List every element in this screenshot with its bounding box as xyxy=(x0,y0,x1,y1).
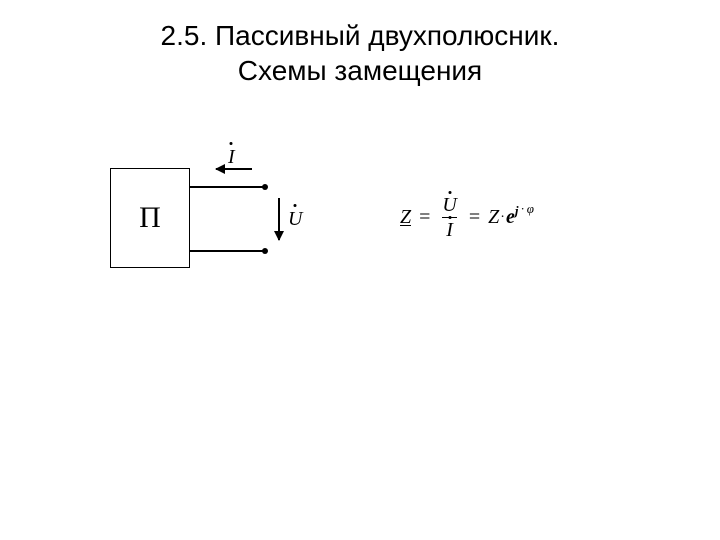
I-phasor: I xyxy=(446,220,453,240)
passive-box-label: П xyxy=(110,168,190,268)
fraction-numerator: U xyxy=(438,195,460,217)
voltage-label: U xyxy=(288,208,302,231)
fraction: U I xyxy=(438,195,460,240)
voltage-arrow xyxy=(278,198,280,240)
impedance-equation: Z = U I = Z·ej·φ xyxy=(400,195,534,240)
terminal-top xyxy=(262,184,268,190)
equation-row: Z = U I = Z·ej·φ xyxy=(400,195,534,240)
U-phasor: U xyxy=(442,195,456,215)
slide-title: 2.5. Пассивный двухполюсник. Схемы замещ… xyxy=(0,18,720,88)
two-port-diagram: П I U xyxy=(110,150,310,290)
euler-e: e xyxy=(506,206,515,228)
wire-top xyxy=(190,186,264,188)
exp-phi: φ xyxy=(527,201,534,216)
wire-bottom xyxy=(190,250,264,252)
multiply-2: · xyxy=(520,201,524,216)
title-line-1: 2.5. Пассивный двухполюсник. xyxy=(161,20,560,51)
terminal-bottom xyxy=(262,248,268,254)
voltage-symbol: U xyxy=(288,208,302,231)
title-line-2: Схемы замещения xyxy=(238,55,482,86)
rhs: Z·ej·φ xyxy=(488,206,534,229)
equals-1: = xyxy=(419,206,430,229)
exp-j: j xyxy=(515,203,519,218)
fraction-denominator: I xyxy=(442,217,457,240)
current-label: I xyxy=(228,146,235,169)
Z-complex: Z xyxy=(400,209,411,226)
equals-2: = xyxy=(469,206,480,229)
Z-magnitude: Z xyxy=(488,206,499,228)
multiply-1: · xyxy=(499,210,506,225)
current-symbol: I xyxy=(228,146,235,169)
slide: 2.5. Пассивный двухполюсник. Схемы замещ… xyxy=(0,0,720,540)
